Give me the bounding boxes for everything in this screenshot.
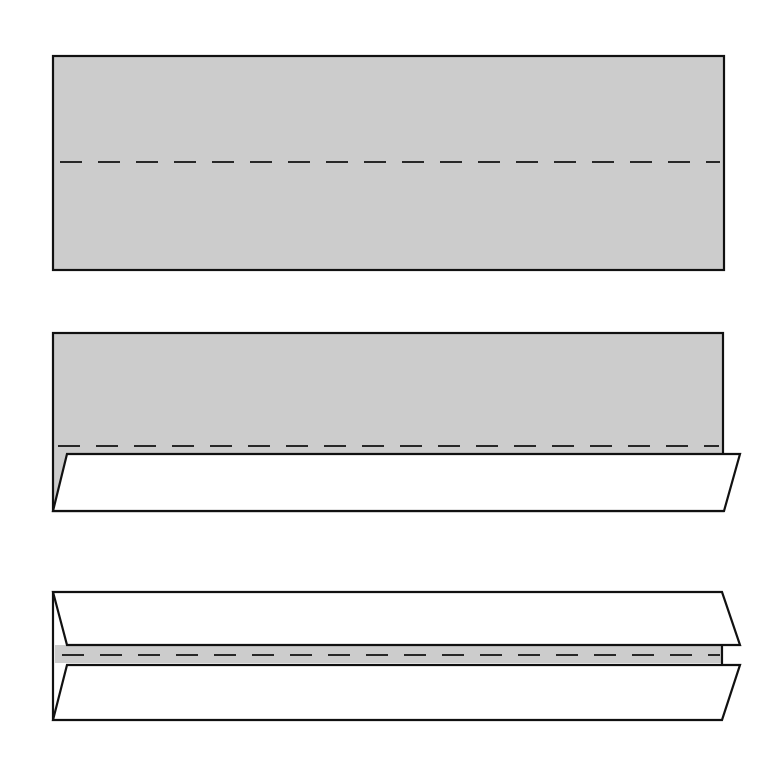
step-3-both-folds <box>51 590 742 722</box>
white-top-flap <box>51 590 742 647</box>
white-folded-flap <box>51 452 742 513</box>
step-2-bottom-fold <box>51 331 742 513</box>
white-bottom-flap <box>51 663 742 722</box>
step-1-flat-strip <box>51 54 726 272</box>
gray-paper-strip <box>51 54 726 272</box>
gray-center-band <box>55 645 722 663</box>
